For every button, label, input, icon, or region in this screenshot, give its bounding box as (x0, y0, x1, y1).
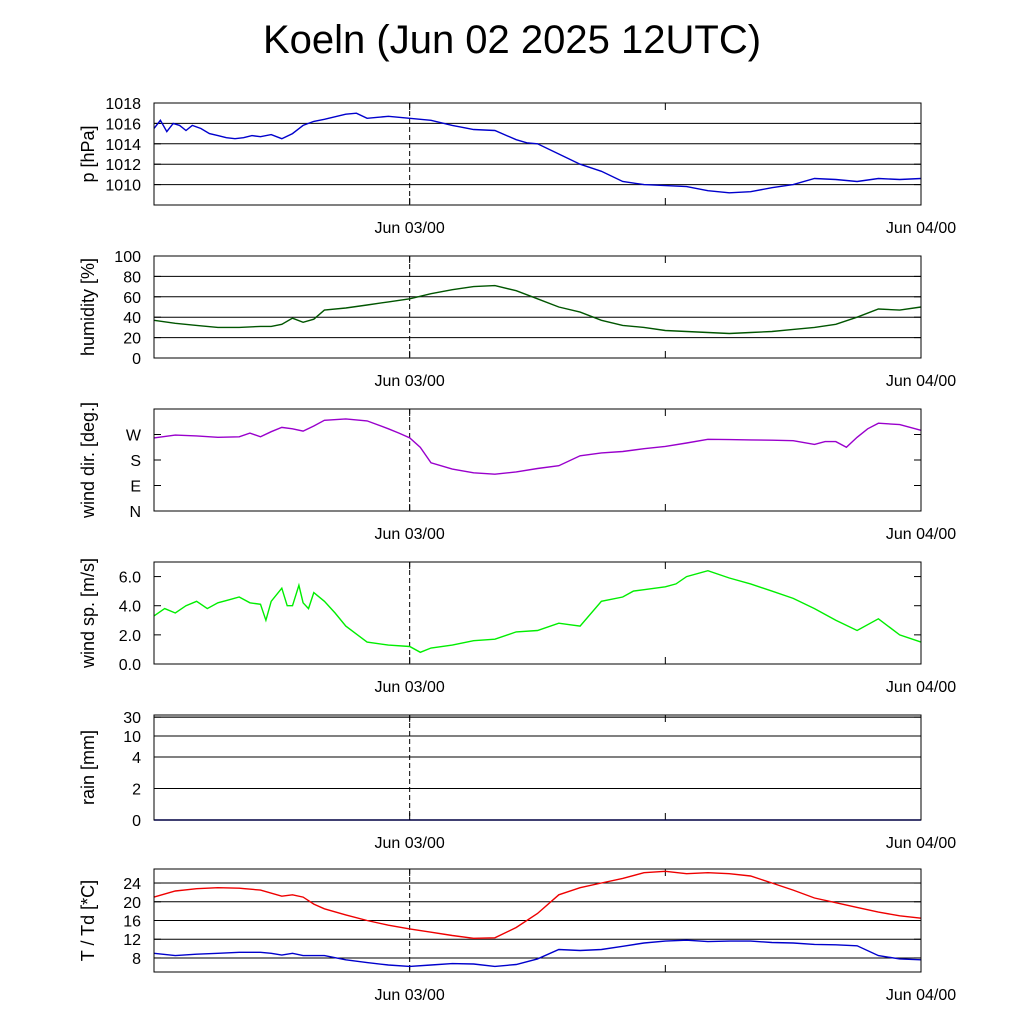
y-tick-label: N (129, 504, 141, 521)
plot-frame (153, 868, 922, 973)
y-tick-label: 1018 (105, 96, 141, 113)
y-tick-label: E (130, 479, 141, 496)
y-tick-label: 8 (132, 951, 141, 968)
series-line (153, 870, 922, 940)
y-tick-label: 0.0 (119, 657, 141, 674)
y-tick-label: 12 (123, 932, 141, 949)
plot-frame (153, 255, 922, 359)
y-tick-label: 4.0 (119, 599, 141, 616)
y-tick-label: 2.0 (119, 628, 141, 645)
series-line (153, 112, 922, 194)
y-axis-label: T / Td [*C] (78, 880, 98, 961)
y-tick-label: 20 (123, 331, 141, 348)
y-tick-label: 10 (123, 729, 141, 746)
x-tick-label: Jun 04/00 (886, 835, 956, 852)
y-tick-label: 0 (132, 351, 141, 368)
series-line (153, 418, 922, 475)
y-axis-label: wind sp. [m/s] (78, 558, 98, 669)
chart-title: Koeln (Jun 02 2025 12UTC) (262, 18, 762, 62)
x-tick-label: Jun 03/00 (375, 835, 445, 852)
y-tick-label: 1014 (105, 137, 141, 154)
y-tick-label: 1016 (105, 116, 141, 133)
y-tick-label: 0 (132, 813, 141, 830)
y-tick-label: 24 (123, 876, 141, 893)
plot-frame (153, 714, 922, 821)
y-tick-label: W (126, 428, 142, 445)
x-tick-label: Jun 03/00 (375, 526, 445, 543)
y-tick-label: 80 (123, 269, 141, 286)
y-tick-label: 60 (123, 290, 141, 307)
y-tick-label: 30 (123, 710, 141, 727)
plot-frame (153, 102, 922, 206)
y-tick-label: 40 (123, 310, 141, 327)
y-tick-label: 20 (123, 895, 141, 912)
x-tick-label: Jun 04/00 (886, 987, 956, 1004)
y-tick-label: S (130, 453, 141, 470)
series-line (153, 569, 922, 654)
y-tick-label: 6.0 (119, 570, 141, 587)
x-tick-label: Jun 03/00 (375, 220, 445, 237)
plot-frame (153, 561, 922, 665)
x-tick-label: Jun 03/00 (375, 679, 445, 696)
x-tick-label: Jun 03/00 (375, 373, 445, 390)
series-line (153, 284, 922, 335)
y-axis-label: rain [mm] (78, 730, 98, 805)
series-line (153, 939, 922, 968)
y-axis-label: humidity [%] (78, 258, 98, 356)
y-axis-label: p [hPa] (78, 125, 98, 182)
y-axis-label: wind dir. [deg.] (78, 402, 98, 519)
x-tick-label: Jun 04/00 (886, 373, 956, 390)
x-tick-label: Jun 04/00 (886, 526, 956, 543)
plot-frame (153, 408, 922, 512)
y-tick-label: 1012 (105, 157, 141, 174)
y-tick-label: 16 (123, 914, 141, 931)
y-tick-label: 2 (132, 782, 141, 799)
y-tick-label: 100 (114, 249, 141, 266)
y-tick-label: 1010 (105, 178, 141, 195)
x-tick-label: Jun 03/00 (375, 987, 445, 1004)
x-tick-label: Jun 04/00 (886, 220, 956, 237)
x-tick-label: Jun 04/00 (886, 679, 956, 696)
y-tick-label: 4 (132, 750, 141, 767)
